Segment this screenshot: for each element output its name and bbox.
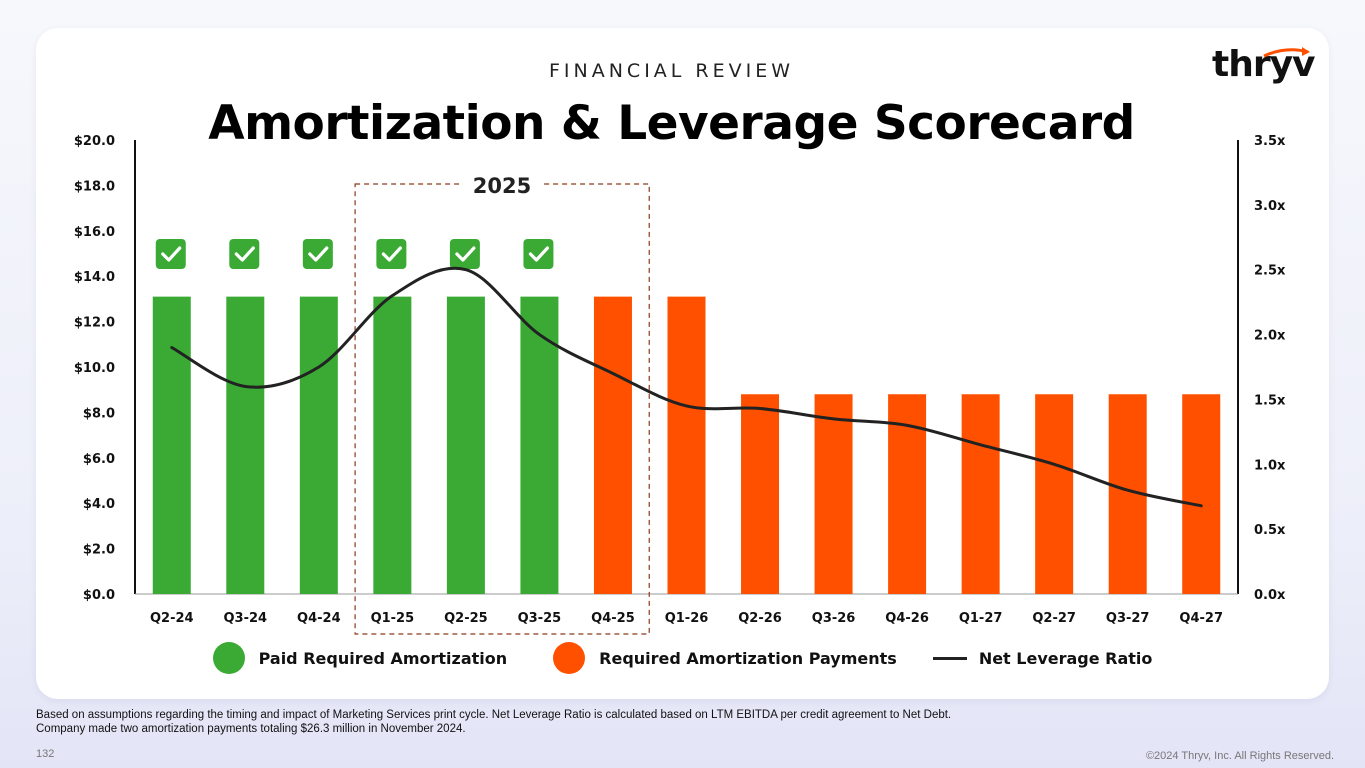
bar-paid [299, 296, 338, 594]
bar-paid [373, 296, 412, 594]
y-right-tick-label: 0.0x [1254, 588, 1286, 603]
chart-legend: Paid Required Amortization Required Amor… [0, 642, 1365, 674]
x-tick-label: Q2-27 [1032, 611, 1076, 626]
legend-ratio-label: Net Leverage Ratio [978, 648, 1153, 668]
logo-swoosh-icon [1263, 47, 1310, 58]
footnote: Based on assumptions regarding the timin… [36, 708, 951, 736]
check-icon-bg [155, 239, 186, 269]
y-right-tick-label: 3.0x [1254, 199, 1286, 214]
bar-required [814, 394, 853, 594]
y-right-tick-label: 2.5x [1254, 264, 1286, 279]
y-left-tick-label: $2.0 [83, 543, 115, 558]
legend-item-paid: Paid Required Amortization [212, 642, 508, 674]
slide-title: Amortization & Leverage Scorecard [208, 96, 1135, 151]
check-icon [155, 239, 186, 269]
x-tick-label: Q4-24 [297, 611, 341, 626]
legend-required-swatch [553, 642, 586, 674]
x-tick-label: Q3-25 [518, 611, 562, 626]
net-leverage-line [170, 266, 1203, 508]
footnote-line-2: Company made two amortization payments t… [36, 723, 466, 735]
legend-paid-swatch [212, 642, 245, 674]
check-icon-bg [229, 239, 260, 269]
bar-required [667, 296, 706, 594]
y-left-tick-label: $16.0 [74, 225, 115, 240]
x-tick-label: Q4-26 [885, 611, 929, 626]
footnote-line-1: Based on assumptions regarding the timin… [36, 709, 952, 721]
check-icon-bg [523, 239, 554, 269]
bar-paid [152, 296, 191, 594]
x-tick-label: Q3-27 [1106, 611, 1150, 626]
x-tick-label: Q2-25 [444, 611, 488, 626]
check-icon-mark [528, 246, 550, 262]
bar-required [1035, 394, 1074, 594]
legend-ratio-swatch [932, 656, 967, 660]
y-left-tick-label: $20.0 [74, 134, 115, 149]
legend-paid-label: Paid Required Amortization [258, 648, 508, 668]
check-icon-mark [308, 246, 329, 262]
year-2025-label: 2025 [462, 174, 542, 198]
check-icon-mark [161, 246, 182, 262]
y-right-tick-label: 0.5x [1254, 523, 1286, 538]
amortization-chart: $0.0 $2.0 $4.0 $6.0 $8.0 $10.0 $12.0 $14.0 $16.0… [74, 134, 1286, 635]
legend-item-required: Required Amortization Payments [553, 642, 897, 674]
check-icon-bg [376, 239, 407, 269]
bar-paid [446, 296, 485, 594]
x-tick-label: Q3-24 [224, 611, 268, 626]
check-icon [302, 239, 333, 269]
y-left-tick-label: $14.0 [74, 270, 115, 285]
check-icon-mark [234, 246, 255, 262]
bar-required [1182, 394, 1221, 594]
section-eyebrow: FINANCIAL REVIEW [548, 60, 795, 82]
leverage-line-group [170, 266, 1203, 508]
bar-paid [520, 296, 559, 594]
page-number: 132 [36, 748, 55, 760]
tick-labels-group: $0.0 $2.0 $4.0 $6.0 $8.0 $10.0 $12.0 $14.0 $16.0… [74, 134, 1286, 626]
check-icon-bg [449, 239, 480, 269]
x-tick-label: Q1-27 [959, 611, 1003, 626]
x-tick-label: Q4-25 [591, 611, 635, 626]
check-icon [376, 239, 407, 269]
legend-required-label: Required Amortization Payments [599, 648, 897, 668]
x-tick-label: Q4-27 [1179, 611, 1223, 626]
y-left-tick-label: $18.0 [74, 179, 115, 194]
bar-required [593, 296, 632, 594]
bar-required [741, 394, 780, 594]
y-right-tick-label: 3.5x [1254, 134, 1286, 149]
x-tick-label: Q1-25 [371, 611, 415, 626]
check-icon [229, 239, 260, 269]
legend-item-ratio: Net Leverage Ratio [932, 648, 1153, 668]
y-left-tick-label: $10.0 [74, 361, 115, 376]
x-tick-label: Q1-26 [665, 611, 709, 626]
checkmarks-group [155, 239, 554, 269]
y-left-tick-label: $0.0 [83, 588, 115, 603]
y-right-tick-label: 1.5x [1254, 393, 1286, 408]
check-icon [449, 239, 480, 269]
x-tick-label: Q2-24 [150, 611, 194, 626]
x-tick-label: Q3-26 [812, 611, 856, 626]
bar-required [961, 394, 1000, 594]
check-icon [523, 239, 554, 269]
bars-group [152, 296, 1221, 594]
check-icon-bg [302, 239, 333, 269]
x-tick-label: Q2-26 [738, 611, 782, 626]
y-left-tick-label: $8.0 [83, 406, 115, 421]
y-right-tick-label: 1.0x [1254, 458, 1286, 473]
y-left-tick-label: $4.0 [83, 497, 115, 512]
check-icon-mark [381, 246, 402, 262]
y-left-tick-label: $6.0 [83, 452, 115, 467]
y-left-tick-label: $12.0 [74, 316, 115, 331]
copyright: ©2024 Thryv, Inc. All Rights Reserved. [1145, 750, 1334, 762]
check-icon-mark [455, 246, 476, 262]
y-right-tick-label: 2.0x [1254, 329, 1286, 344]
bar-paid [226, 296, 265, 594]
